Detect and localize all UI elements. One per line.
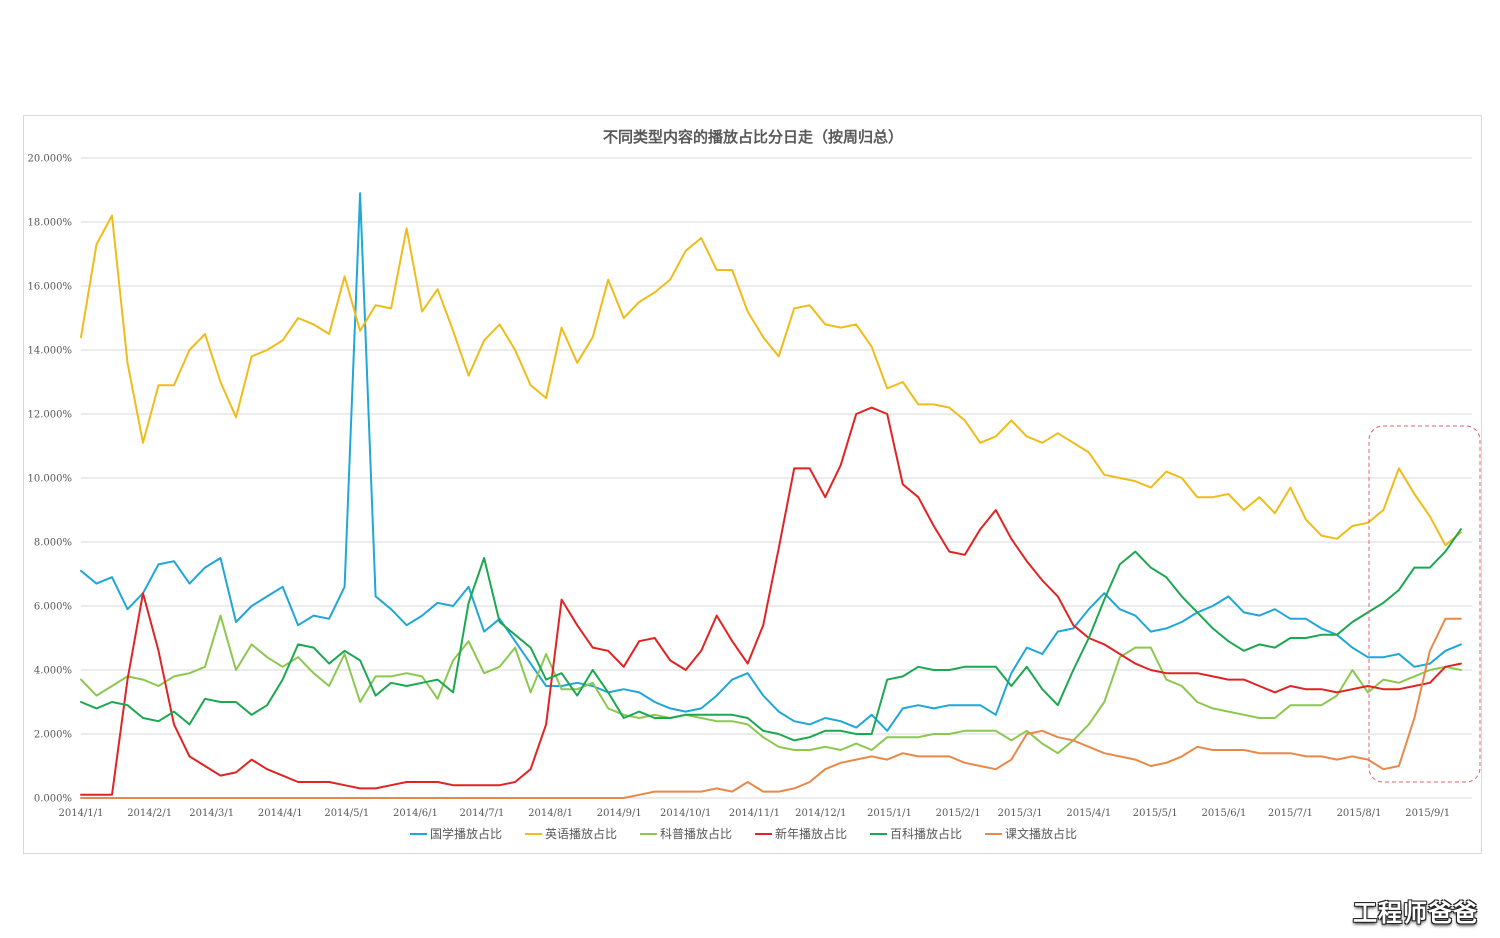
- series-line: [80, 192, 1462, 732]
- series-line: [80, 614, 1462, 755]
- y-tick-label: 14.000%: [28, 346, 73, 357]
- legend-label: 百科播放占比: [890, 826, 962, 841]
- line-chart: 不同类型内容的播放占比分日走（按周归总） 0.000% 2.000% 4.000% 6…: [28, 128, 1481, 841]
- x-tick-label: 2014/4/1: [258, 808, 303, 819]
- series-line: [80, 617, 1462, 799]
- x-axis-ticks: 2014/1/1 2014/2/1 2014/3/1 2014/4/1 2014/5/1…: [59, 808, 1451, 819]
- y-tick-label: 12.000%: [28, 410, 73, 421]
- x-tick-label: 2015/3/1: [998, 808, 1043, 819]
- x-tick-label: 2015/5/1: [1133, 808, 1178, 819]
- gridlines: [81, 157, 1472, 799]
- legend-label: 科普播放占比: [660, 826, 732, 841]
- x-tick-label: 2014/10/1: [660, 808, 711, 819]
- x-tick-label: 2014/6/1: [393, 808, 438, 819]
- x-tick-label: 2015/2/1: [936, 808, 981, 819]
- series-lines: [80, 192, 1462, 799]
- x-tick-label: 2015/9/1: [1405, 808, 1450, 819]
- y-axis-ticks: 0.000% 2.000% 4.000% 6.000% 8.000% 10.000% 12.…: [28, 154, 73, 805]
- y-tick-label: 2.000%: [34, 730, 72, 741]
- watermark-logo: 工程师爸爸: [1353, 899, 1478, 927]
- legend-label: 英语播放占比: [545, 826, 617, 841]
- legend-label: 课文播放占比: [1005, 826, 1077, 841]
- x-tick-label: 2015/4/1: [1066, 808, 1111, 819]
- x-tick-label: 2015/1/1: [867, 808, 912, 819]
- x-tick-label: 2015/8/1: [1337, 808, 1382, 819]
- legend-label: 新年播放占比: [775, 826, 847, 841]
- x-tick-label: 2014/7/1: [459, 808, 504, 819]
- x-tick-label: 2015/7/1: [1268, 808, 1313, 819]
- x-tick-label: 2014/9/1: [597, 808, 642, 819]
- highlight-box: [1368, 425, 1481, 783]
- y-tick-label: 20.000%: [28, 154, 73, 165]
- series-line: [80, 214, 1462, 547]
- legend: 国学播放占比 英语播放占比 科普播放占比 新年播放占比 百科播放占比 课文播放占比: [410, 826, 1077, 841]
- y-tick-label: 18.000%: [28, 218, 73, 229]
- y-tick-label: 6.000%: [34, 602, 72, 613]
- y-tick-label: 8.000%: [34, 538, 72, 549]
- x-tick-label: 2014/12/1: [795, 808, 846, 819]
- series-line: [80, 406, 1462, 796]
- x-tick-label: 2014/3/1: [189, 808, 234, 819]
- legend-label: 国学播放占比: [430, 826, 502, 841]
- y-tick-label: 10.000%: [28, 474, 73, 485]
- chart-container: 不同类型内容的播放占比分日走（按周归总） 0.000% 2.000% 4.000% 6…: [23, 115, 1482, 854]
- y-tick-label: 0.000%: [34, 794, 72, 805]
- series-line: [80, 528, 1462, 742]
- chart-title: 不同类型内容的播放占比分日走（按周归总）: [603, 128, 903, 146]
- y-tick-label: 16.000%: [28, 282, 73, 293]
- x-tick-label: 2014/8/1: [528, 808, 573, 819]
- x-tick-label: 2015/6/1: [1201, 808, 1246, 819]
- x-tick-label: 2014/11/1: [729, 808, 780, 819]
- x-tick-label: 2014/1/1: [59, 808, 104, 819]
- y-tick-label: 4.000%: [34, 666, 72, 677]
- x-tick-label: 2014/2/1: [127, 808, 172, 819]
- x-tick-label: 2014/5/1: [324, 808, 369, 819]
